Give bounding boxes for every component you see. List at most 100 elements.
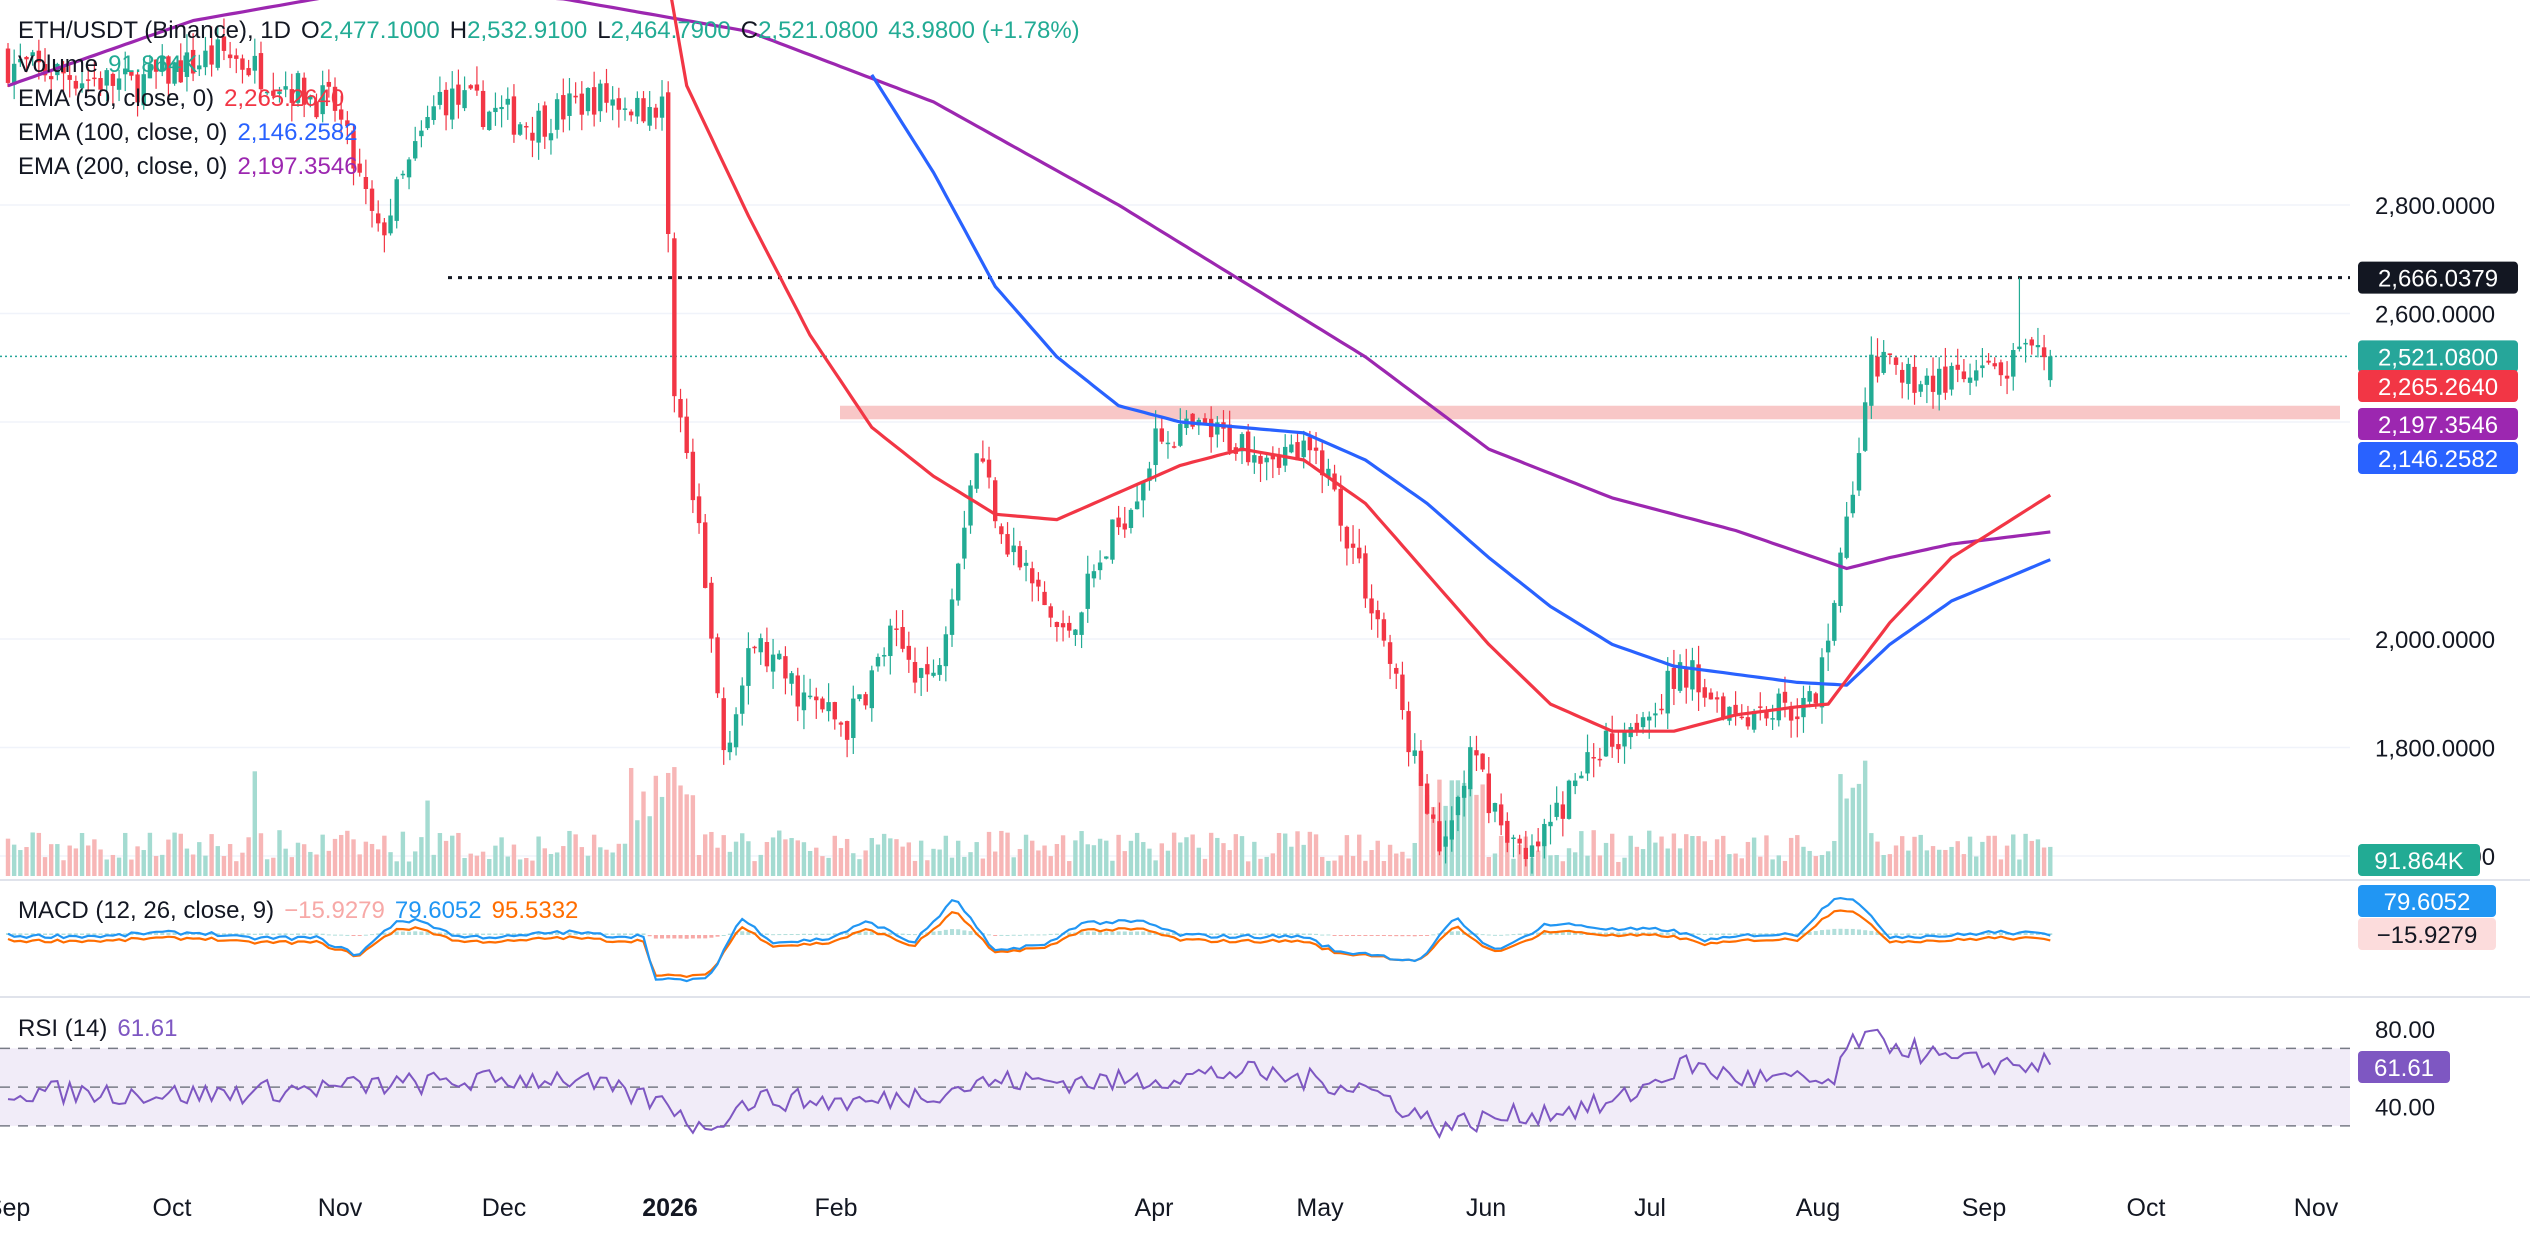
candle-body <box>1924 375 1930 385</box>
volume-bar <box>925 860 930 876</box>
volume-bar <box>949 857 955 876</box>
macd-line-value: 79.6052 <box>394 897 482 924</box>
candle-body <box>567 93 572 116</box>
candle-body <box>79 83 85 89</box>
candle-body <box>1134 501 1140 510</box>
candle-body <box>1659 708 1664 711</box>
macd-hist-bar <box>1375 935 1380 936</box>
volume-bar <box>1104 840 1109 876</box>
macd-hist-bar <box>937 930 942 935</box>
volume-bar <box>993 851 998 876</box>
candle-body <box>653 107 659 118</box>
volume-bar <box>1733 853 1738 876</box>
candle-body <box>1597 758 1603 761</box>
legend-ema100-row: EMA (100, close, 0) 2,146.2582 <box>18 116 1090 150</box>
candle-body <box>1505 820 1510 843</box>
volume-bar <box>1505 832 1510 876</box>
candle-body <box>283 86 288 90</box>
candle-body <box>1030 568 1035 584</box>
candle-body <box>1622 731 1627 747</box>
time-tick-label: Sep <box>0 1194 30 1222</box>
macd-hist-bar <box>1622 932 1627 935</box>
volume-bar <box>875 844 881 876</box>
candle-body <box>1523 847 1529 860</box>
macd-hist-bar <box>1894 933 1899 935</box>
candle-body <box>622 108 628 110</box>
volume-bar <box>598 847 603 876</box>
candle-body <box>221 36 227 51</box>
rsi-label: RSI (14) <box>18 1015 108 1042</box>
volume-bar <box>881 833 887 876</box>
macd-hist-bar <box>1332 935 1337 936</box>
candle-body <box>1468 747 1473 790</box>
candle-body <box>289 89 295 103</box>
volume-bar <box>1289 846 1294 876</box>
candle-body <box>1159 428 1164 442</box>
price-badge-high <box>2358 261 2518 294</box>
candle-body <box>801 692 807 711</box>
volume-bar <box>659 796 665 876</box>
candle-body <box>826 702 831 712</box>
candle-body <box>1295 442 1300 461</box>
candle-body <box>1239 434 1245 452</box>
ema50-line <box>670 0 2052 733</box>
volume-bar <box>1696 836 1701 876</box>
candle-body <box>437 91 443 105</box>
macd-hist-bar <box>863 931 868 935</box>
candle-body <box>400 173 406 176</box>
candle-body <box>740 685 745 714</box>
volume-bar <box>2048 846 2053 876</box>
macd-hist-bar <box>425 931 430 935</box>
volume-bar <box>610 852 615 876</box>
volume-bar <box>246 837 251 876</box>
candle-body <box>1474 750 1479 756</box>
candle-body <box>2004 375 2010 379</box>
candle-body <box>1967 377 1973 383</box>
volume-bar <box>1819 855 1825 876</box>
volume-bar <box>1566 848 1572 876</box>
candle-body <box>1054 621 1060 628</box>
candle-body <box>67 75 72 80</box>
ema100-line <box>870 73 2051 687</box>
volume-bar <box>1887 854 1893 876</box>
candle-body <box>1653 713 1658 716</box>
volume-bar <box>1603 842 1609 876</box>
candle-body <box>1227 424 1232 452</box>
candle-body <box>160 56 165 72</box>
candle-body <box>1906 363 1911 384</box>
volume-bar <box>561 846 566 876</box>
macd-signal-value: 95.5332 <box>491 897 579 924</box>
candle-body <box>141 74 146 106</box>
price-axis: 2,800.00002,600.00002,400.00002,000.0000… <box>2375 193 2495 1122</box>
macd-hist-bar <box>808 933 813 935</box>
volume-bar <box>301 844 307 876</box>
macd-hist-bar <box>1900 933 1905 935</box>
price-badge-ema200 <box>2358 408 2518 440</box>
macd-hist-bar <box>684 935 689 939</box>
macd-hist-bar <box>1141 931 1146 935</box>
macd-hist-bar <box>1542 931 1547 935</box>
volume-bar <box>1208 832 1214 876</box>
macd-hist-bar <box>1085 931 1090 935</box>
candle-body <box>413 141 418 159</box>
macd-hist-bar <box>1048 933 1053 935</box>
volume-bar <box>1924 850 1930 876</box>
macd-hist-bar <box>345 934 350 936</box>
volume-bar <box>573 834 578 876</box>
volume-bar <box>1270 853 1276 876</box>
candle-body <box>733 714 739 748</box>
high-value: 2,532.9100 <box>467 17 588 44</box>
volume-bar <box>1375 840 1380 876</box>
candle-body <box>1560 804 1566 819</box>
volume-bar <box>1844 798 1849 876</box>
candle-body <box>227 54 233 59</box>
candle-body <box>2035 345 2041 348</box>
macd-hist-bar <box>160 932 165 935</box>
volume-bar <box>1634 846 1640 876</box>
macd-hist-bar <box>690 935 695 939</box>
candle-body <box>1690 660 1695 690</box>
candle-body <box>1640 717 1646 728</box>
candle-body <box>881 655 887 657</box>
price-badge-ema50-text: 2,265.2640 <box>2378 374 2498 401</box>
